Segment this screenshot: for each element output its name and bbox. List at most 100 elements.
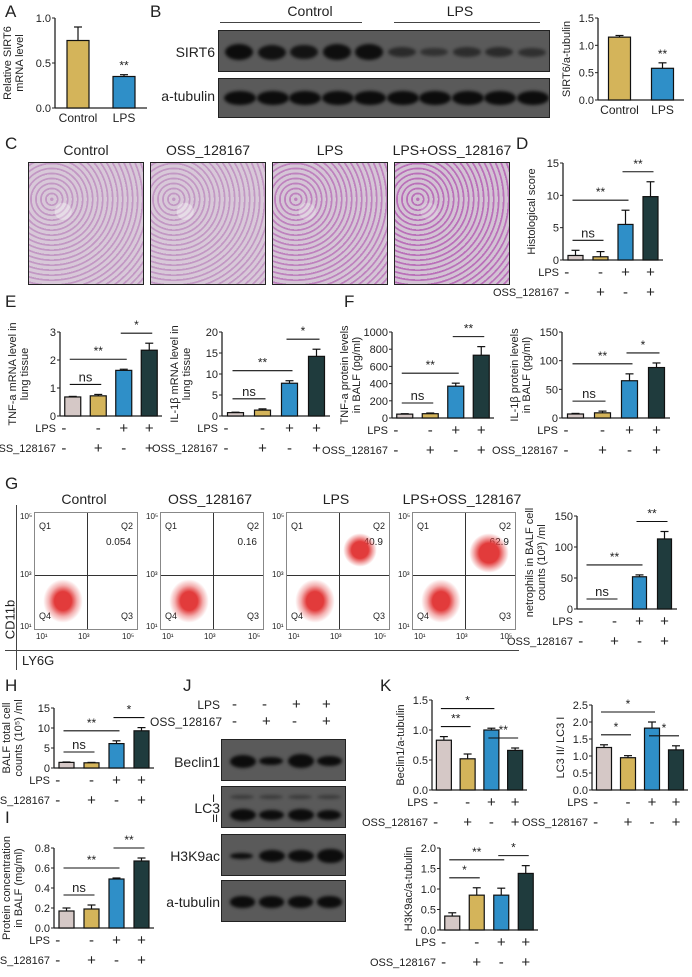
blot-j-h3k9ac	[221, 834, 346, 876]
significance-mark: **	[610, 550, 620, 564]
blot-band	[317, 795, 341, 799]
oss-sign: +	[598, 442, 607, 459]
lps-sign: +	[119, 420, 128, 437]
oss-sign: +	[87, 792, 96, 809]
blot-label-tubulin: a-tubulin	[161, 88, 215, 104]
oss-sign: +	[258, 440, 267, 457]
flow-plot: Q1 Q2 Q3 Q4 0.054	[34, 512, 138, 630]
y-tick-label: 10	[38, 723, 50, 735]
bar	[444, 915, 461, 931]
lps-sign: +	[521, 934, 530, 951]
flow-x-tick: 10³	[330, 632, 342, 641]
bar-chart-h: 0 5 10 15 BALF total cell counts (10⁵) /ml LPS…	[0, 699, 154, 809]
y-tick-label: 0.5	[579, 68, 594, 80]
flow-x-tick: 10¹	[288, 632, 300, 641]
oss-sign: -	[224, 440, 229, 457]
bar-chart-a: 0.0 0.5 1.0 Relative SIRT6 mRNA level Control…	[2, 13, 147, 125]
bar	[567, 254, 584, 261]
flow-x-tick: 10³	[78, 632, 90, 641]
oss-sign: +	[521, 954, 530, 971]
x-category-label: Control	[600, 103, 639, 117]
oss-sign: +	[312, 440, 321, 457]
lps-sign: -	[89, 772, 94, 789]
bar	[592, 256, 609, 261]
blot-band	[259, 809, 284, 821]
bar	[133, 860, 150, 929]
y-tick-label: 1.0	[579, 40, 594, 52]
panel-letter-d: D	[516, 134, 529, 153]
blot-band	[288, 795, 312, 799]
significance-mark: ns	[79, 369, 93, 384]
blot-j-sign: -	[232, 696, 237, 713]
oss-sign: +	[624, 814, 633, 831]
panel-letter-j: J	[183, 676, 192, 695]
lps-sign: +	[511, 794, 520, 811]
oss-sign: +	[137, 792, 146, 809]
y-tick-label: 1.5	[579, 13, 594, 25]
y-tick-label: 2.0	[421, 843, 436, 855]
quadrant-q2: Q2	[120, 521, 133, 531]
significance-mark: *	[465, 694, 470, 708]
bar	[58, 761, 75, 769]
bar	[459, 758, 476, 791]
y-tick-label: 800	[370, 344, 388, 356]
bar	[566, 413, 585, 419]
flow-title: Control	[61, 491, 107, 507]
y-axis-label: BALF total cell	[1, 703, 13, 774]
bar	[253, 409, 272, 417]
quadrant-q4: Q4	[165, 611, 178, 621]
y-axis-label: Protein concentration	[1, 836, 13, 940]
quadrant-q2: Q2	[372, 521, 385, 531]
lps-row-label: LPS	[367, 425, 388, 437]
bar-chart-k2: 0.0 0.5 1.0 1.5 2.0 2.5 LC3 II/ LC3 I LPS OSS_12…	[522, 697, 688, 831]
lps-sign: +	[625, 422, 634, 439]
oss-sign: +	[610, 633, 619, 650]
significance-mark: *	[626, 697, 631, 711]
bar	[593, 412, 612, 419]
significance-mark: *	[662, 721, 667, 735]
q2-percentage: 0.054	[105, 537, 131, 548]
oss-row-label: OSS_128167	[0, 955, 50, 967]
lps-sign: -	[224, 420, 229, 437]
blot-band	[419, 91, 451, 105]
lps-sign: -	[89, 932, 94, 949]
y-tick-label: 2.0	[573, 717, 588, 729]
bar	[108, 878, 125, 929]
bar	[421, 413, 439, 419]
bar-chart-g: 0 50 100 150 netrophils in BALF cell counts (…	[507, 507, 677, 650]
blot-band	[259, 849, 285, 863]
blot-band	[257, 44, 286, 60]
oss-row-label: OSS_128167	[370, 957, 436, 969]
blot-band	[317, 896, 343, 908]
oss-sign: +	[94, 440, 103, 457]
y-axis-label: IL-1β protein levels	[509, 328, 521, 422]
bar-chart-i: 0.0 0.2 0.4 0.6 0.8 Protein concentration in B…	[0, 833, 154, 969]
blot-band	[420, 47, 448, 57]
oss-row-label: OSS_128167	[152, 443, 218, 455]
y-tick-label: 1	[50, 383, 56, 395]
lps-row-label: LPS	[35, 423, 56, 435]
flow-y-tick: 10³	[146, 570, 158, 579]
blot-j-label: Beclin1	[174, 754, 220, 770]
oss-sign: +	[672, 814, 681, 831]
blot-label-sirt6: SIRT6	[175, 44, 215, 60]
y-tick-label: 0	[382, 413, 388, 425]
y-axis-label: Relative SIRT6	[2, 26, 14, 100]
blot-band	[259, 756, 283, 766]
x-category-label: LPS	[651, 103, 674, 117]
lps-sign: -	[61, 420, 66, 437]
quadrant-q4: Q4	[291, 611, 304, 621]
significance-mark: *	[134, 318, 139, 332]
quadrant-q1: Q1	[39, 521, 52, 531]
bar	[280, 382, 299, 417]
y-axis-label: counts (10⁵) /ml	[13, 699, 25, 776]
y-axis-label: TNF-a protein levels	[339, 325, 351, 425]
significance-mark: **	[499, 723, 509, 737]
oss-row-label: OSS_128167	[322, 445, 388, 457]
blot-band	[321, 91, 354, 105]
oss-row-label: OSS_128167	[522, 817, 588, 829]
y-tick-label: 0.5	[421, 905, 436, 917]
blot-band	[225, 44, 253, 60]
